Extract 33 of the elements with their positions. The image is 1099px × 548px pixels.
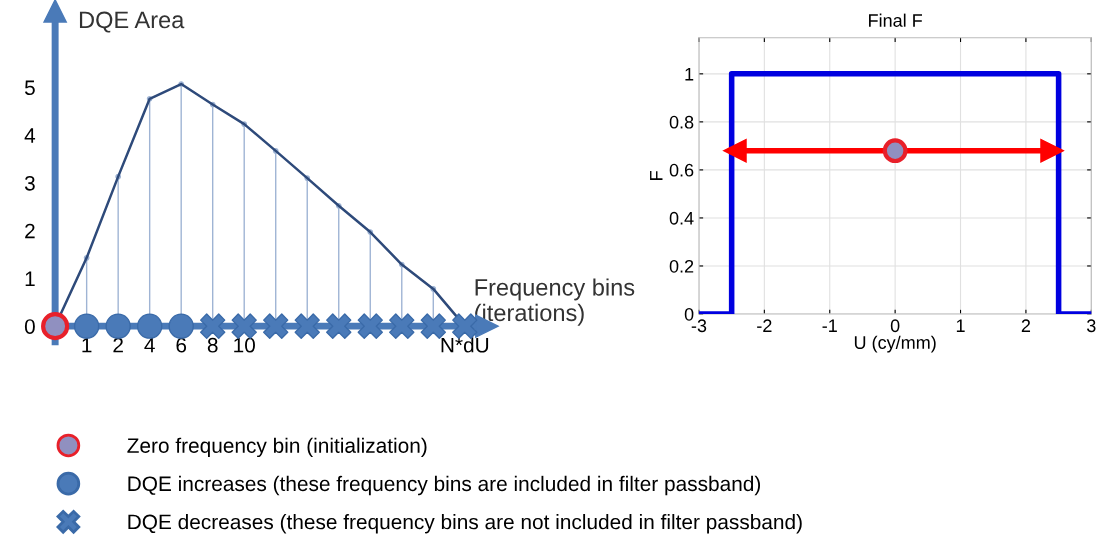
- y-tick-label: 2: [25, 223, 35, 239]
- y-tick-label: 4: [24, 128, 36, 143]
- y-tick-label: 1: [25, 271, 35, 286]
- x-tick-label: 0: [890, 319, 900, 333]
- y-axis-title: DQE Area: [79, 11, 185, 33]
- x-tick-label: N*dU: [441, 337, 489, 353]
- x-axis-title: Frequency bins (iterations): [475, 278, 635, 326]
- x-tick-label: 1: [82, 338, 92, 353]
- x-tick-label: -3: [691, 319, 707, 333]
- x-tick-label: 1: [956, 319, 965, 332]
- y-tick-label: 0.6: [669, 163, 694, 177]
- x-tick-label: 2: [1021, 319, 1031, 332]
- legend-label: DQE decreases (these frequency bins are not included in filter passband): [128, 514, 802, 534]
- y-tick-label: 3: [24, 175, 35, 191]
- x-tick-label: -2: [757, 319, 772, 332]
- legend-label: Zero frequency bin (initialization): [127, 437, 427, 458]
- x-tick-label: 4: [144, 338, 155, 353]
- x-tick-label: 3: [1086, 319, 1096, 333]
- y-tick-label: 0: [684, 307, 694, 321]
- x-tick-label: 6: [176, 337, 187, 353]
- legend-label: DQE increases (these frequency bins are included in filter passband): [128, 475, 761, 496]
- y-tick-label: 1: [685, 67, 694, 81]
- x-tick-label: 2: [113, 337, 123, 353]
- x-tick-label: 10: [234, 337, 255, 353]
- y-tick-label: 0.2: [669, 259, 694, 273]
- x-tick-label: -1: [822, 319, 837, 332]
- y-tick-label: 0.8: [669, 115, 694, 129]
- x-tick-label: 8: [207, 337, 218, 353]
- y-tick-label: 0.4: [669, 211, 694, 225]
- y-tick-label: 5: [24, 80, 35, 96]
- chart-title: Final F: [869, 13, 922, 27]
- x-axis-title: U (cy/mm): [854, 335, 936, 353]
- y-axis-title: F: [650, 171, 663, 180]
